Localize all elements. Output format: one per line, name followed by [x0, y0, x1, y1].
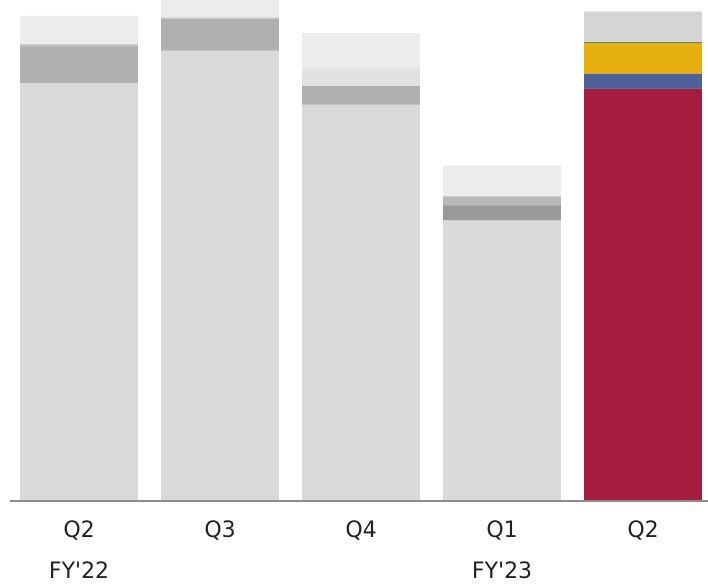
category-label: Q4	[345, 518, 376, 543]
bars-layer	[20, 0, 702, 501]
bar-segment	[302, 105, 420, 501]
bar-segment	[302, 33, 420, 68]
bar-segment	[443, 206, 561, 221]
fiscal-year-label: FY'23	[472, 559, 532, 581]
labels-layer: Q2 Q3 Q4 Q1 Q2 FY'22 FY'23	[49, 518, 659, 581]
bar-segment	[443, 220, 561, 501]
bar-segment	[161, 19, 279, 51]
bar-segment	[161, 0, 279, 17]
fiscal-year-label: FY'22	[49, 559, 109, 581]
bar-segment	[302, 86, 420, 105]
bar-segment	[302, 68, 420, 86]
bar-segment	[584, 74, 702, 89]
bar-segment	[161, 51, 279, 501]
bar-segment	[161, 17, 279, 18]
bar-segment	[20, 46, 138, 83]
category-label: Q2	[627, 518, 658, 543]
category-label: Q3	[204, 518, 235, 543]
bar-segment	[584, 11, 702, 41]
bar-segment	[20, 44, 138, 46]
category-label: Q1	[486, 518, 517, 543]
bar-segment	[443, 196, 561, 205]
bar-segment	[443, 165, 561, 196]
bar-segment	[20, 83, 138, 501]
bar-segment	[584, 43, 702, 73]
bar-segment	[584, 42, 702, 43]
category-label: Q2	[63, 518, 94, 543]
bar-segment	[20, 16, 138, 44]
bar-segment	[584, 89, 702, 501]
